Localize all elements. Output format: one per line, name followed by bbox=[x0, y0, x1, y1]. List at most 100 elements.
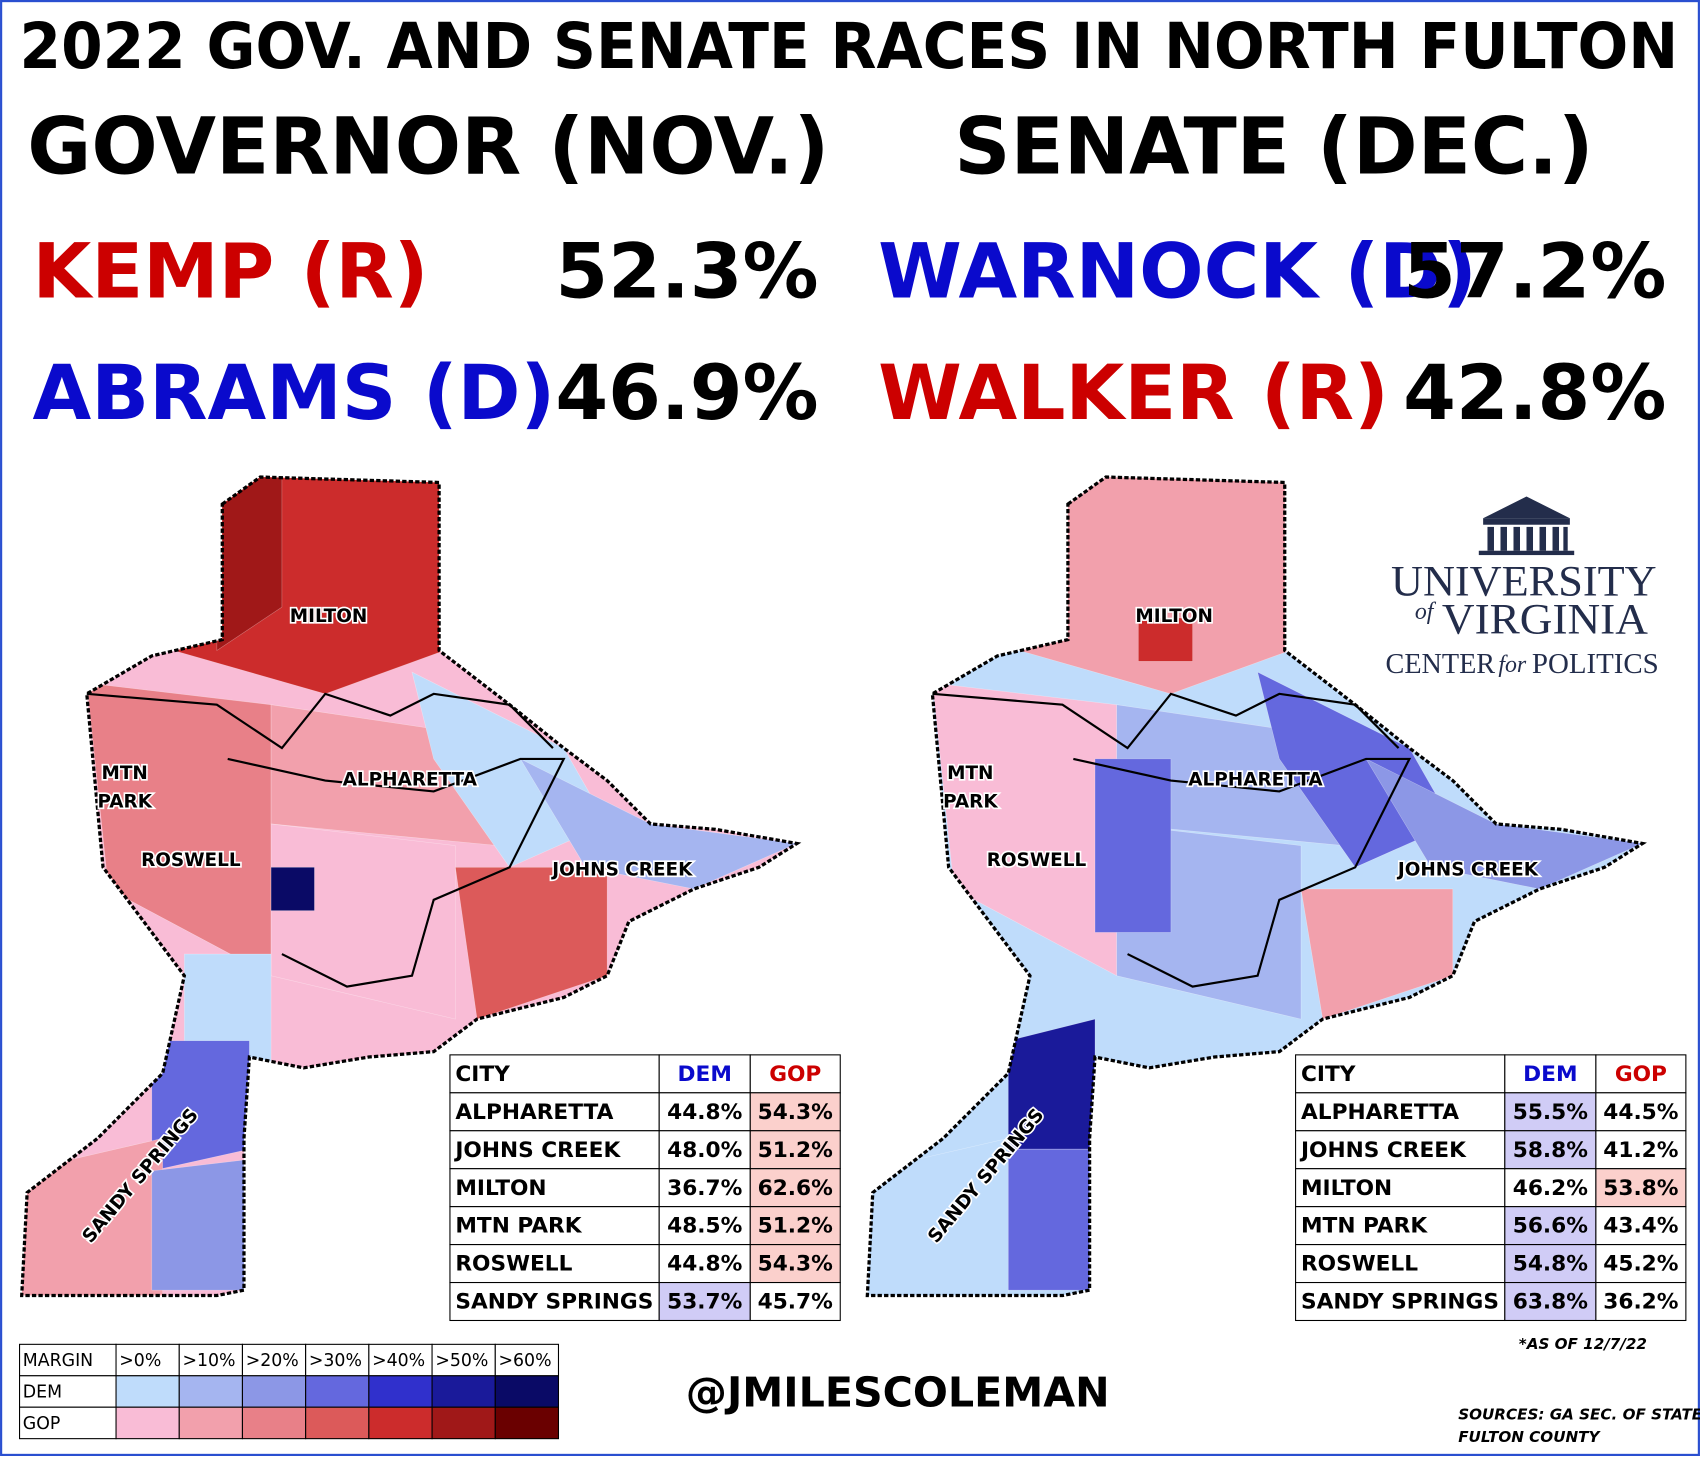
map-label: MILTON bbox=[290, 606, 368, 627]
legend-header: >20% bbox=[246, 1351, 299, 1371]
table-cell bbox=[1595, 1244, 1687, 1284]
table-text: SANDY SPRINGS bbox=[1301, 1290, 1499, 1315]
legend-swatch bbox=[494, 1406, 560, 1440]
table-text: ROSWELL bbox=[1301, 1252, 1418, 1277]
precinct-area bbox=[21, 1138, 163, 1296]
city-boundary bbox=[227, 757, 566, 988]
table-cell bbox=[658, 1130, 751, 1170]
table-cell bbox=[449, 1130, 660, 1170]
legend-cell bbox=[19, 1343, 117, 1377]
table-text: 45.2% bbox=[1603, 1252, 1678, 1277]
table-text: 63.8% bbox=[1513, 1290, 1588, 1315]
table-header: GOP bbox=[1615, 1062, 1667, 1087]
county-map: MILTON MTN PARK ALPHARETTA ROSWELL JOHNS CREE… bbox=[865, 475, 1647, 1298]
sources: SOURCES: GA SEC. OF STATE, bbox=[1458, 1405, 1700, 1423]
legend-swatch bbox=[368, 1375, 433, 1408]
precinct-area bbox=[1300, 888, 1454, 1020]
logo-text: POLITICS bbox=[1532, 649, 1659, 680]
legend-header: >10% bbox=[182, 1351, 235, 1371]
table-header: CITY bbox=[1301, 1062, 1356, 1087]
table-text: 53.8% bbox=[1603, 1176, 1678, 1201]
table-cell bbox=[1504, 1281, 1597, 1322]
table-text: 41.2% bbox=[1603, 1138, 1678, 1163]
logo-text: CENTER bbox=[1386, 649, 1496, 680]
legend-header: MARGIN bbox=[23, 1351, 93, 1371]
race-heading: SENATE (DEC.) bbox=[954, 102, 1593, 192]
table-text: 51.2% bbox=[758, 1214, 833, 1239]
precinct-area bbox=[867, 1138, 1009, 1296]
title: 2022 GOV. AND SENATE RACES IN NORTH FULT… bbox=[20, 10, 1679, 83]
table-cell bbox=[749, 1244, 841, 1284]
table-cell bbox=[1504, 1130, 1597, 1170]
table-cell bbox=[658, 1092, 751, 1132]
precinct-area bbox=[151, 1159, 245, 1291]
table-text: ROSWELL bbox=[455, 1252, 572, 1277]
table-text: 56.6% bbox=[1513, 1214, 1588, 1239]
candidate-pct: 46.9% bbox=[555, 349, 818, 437]
map-label: MILTON bbox=[1135, 606, 1213, 627]
table-cell bbox=[1595, 1092, 1687, 1132]
legend-swatch bbox=[431, 1375, 496, 1408]
table-header: DEM bbox=[1523, 1062, 1577, 1087]
logo-text: of bbox=[1415, 599, 1437, 625]
county-outline bbox=[865, 475, 1647, 1298]
table-cell bbox=[749, 1281, 841, 1322]
legend-swatch bbox=[115, 1406, 180, 1440]
table-text: 53.7% bbox=[667, 1290, 742, 1315]
precincts bbox=[21, 477, 797, 1296]
table-cell bbox=[1504, 1168, 1597, 1208]
precinct-area bbox=[455, 867, 608, 1020]
table-text: JOHNS CREEK bbox=[453, 1138, 621, 1163]
table-cell bbox=[749, 1092, 841, 1132]
legend-swatch bbox=[431, 1406, 496, 1440]
county-map: MILTON MTN PARK ALPHARETTA ROSWELL JOHNS CREE… bbox=[20, 475, 802, 1298]
map-label: ALPHARETTA bbox=[343, 770, 478, 791]
legend-header: >0% bbox=[119, 1351, 161, 1371]
table-cell bbox=[449, 1054, 660, 1094]
candidate-name: WARNOCK (D) bbox=[878, 227, 1477, 315]
table-cell bbox=[1295, 1244, 1506, 1284]
table-text: 58.8% bbox=[1513, 1138, 1588, 1163]
table-cell bbox=[1295, 1092, 1506, 1132]
table-cell bbox=[1595, 1054, 1687, 1094]
table-text: 48.5% bbox=[667, 1214, 742, 1239]
logo-text: for bbox=[1498, 652, 1527, 678]
precinct-area bbox=[1365, 758, 1643, 890]
county-outline bbox=[20, 475, 802, 1298]
table-cell bbox=[1504, 1244, 1597, 1284]
table-text: 44.8% bbox=[667, 1100, 742, 1125]
table-text: 48.0% bbox=[667, 1138, 742, 1163]
legend-swatch bbox=[178, 1406, 243, 1440]
city-boundary bbox=[86, 692, 554, 750]
table-cell bbox=[1295, 1206, 1506, 1246]
candidate-name: ABRAMS (D) bbox=[33, 349, 556, 437]
note: *AS OF 12/7/22 bbox=[1519, 1335, 1647, 1353]
uva-logo: UNIVERSITY of VIRGINIA CENTER for POLITI… bbox=[1386, 496, 1659, 680]
candidate-name: KEMP (R) bbox=[33, 227, 429, 315]
logo-text: UNIVERSITY bbox=[1391, 557, 1657, 605]
table-cell bbox=[749, 1054, 841, 1094]
map-label: ALPHARETTA bbox=[1188, 770, 1323, 791]
legend-row-label: DEM bbox=[23, 1383, 62, 1403]
map-label: ROSWELL bbox=[141, 850, 241, 871]
legend-header: >40% bbox=[372, 1351, 425, 1371]
table-text: 54.3% bbox=[758, 1100, 833, 1125]
table-text: ALPHARETTA bbox=[455, 1100, 613, 1125]
candidate-pct: 42.8% bbox=[1403, 349, 1666, 437]
legend-swatch bbox=[115, 1375, 180, 1408]
table-cell bbox=[1504, 1092, 1597, 1132]
city-boundary bbox=[1073, 757, 1412, 988]
table-text: 45.7% bbox=[758, 1290, 833, 1315]
table-text: 44.5% bbox=[1603, 1100, 1678, 1125]
table-cell bbox=[1595, 1130, 1687, 1170]
table-cell bbox=[449, 1244, 660, 1284]
table-cell bbox=[1295, 1168, 1506, 1208]
precinct-area bbox=[270, 867, 315, 911]
table-cell bbox=[1295, 1054, 1506, 1094]
table-text: 54.8% bbox=[1513, 1252, 1588, 1277]
race-heading: GOVERNOR (NOV.) bbox=[27, 102, 829, 192]
table-text: MILTON bbox=[1301, 1176, 1392, 1201]
table-text: 62.6% bbox=[758, 1176, 833, 1201]
precincts bbox=[867, 477, 1643, 1296]
table-text: 54.3% bbox=[758, 1252, 833, 1277]
